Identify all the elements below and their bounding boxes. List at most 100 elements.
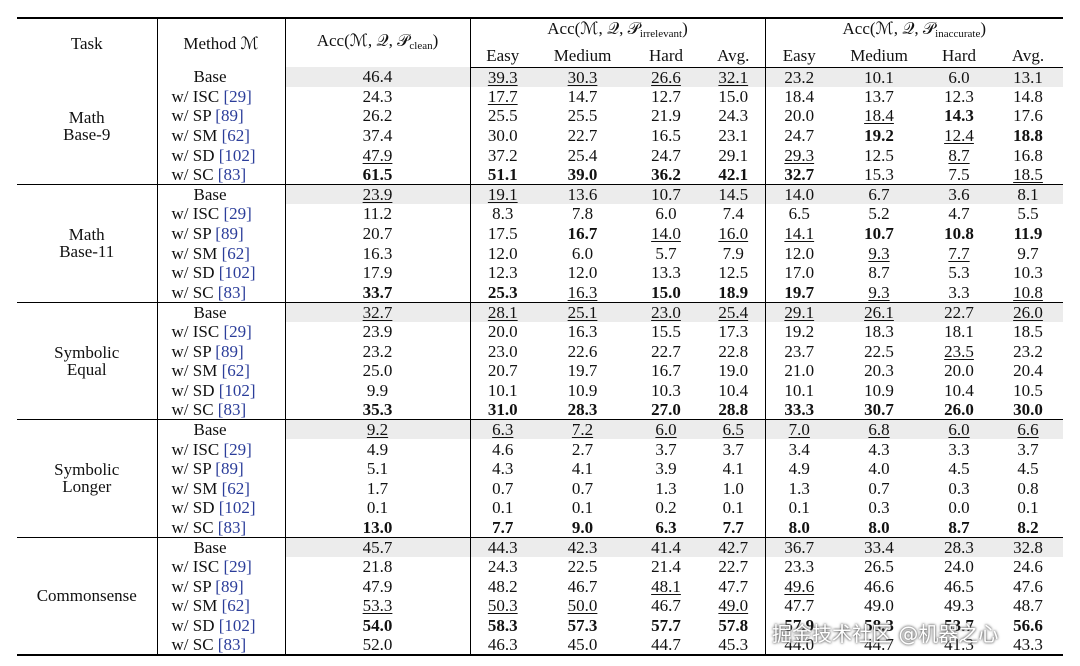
value-cell: 28.8 bbox=[702, 400, 766, 421]
value-cell: 24.7 bbox=[651, 145, 681, 165]
value-cell: 3.6 bbox=[925, 184, 993, 205]
value-cell: 5.1 bbox=[285, 458, 471, 479]
value-cell: 32.1 bbox=[702, 67, 766, 87]
table-header: Task Method ℳ Acc(ℳ, 𝒬, 𝒫clean) Acc(ℳ, 𝒬… bbox=[17, 17, 1064, 68]
value-cell: 12.0 bbox=[784, 243, 815, 263]
table-row: w/ SP [89] 47.9 48.2 46.7 48.1 47.7 49.6 46.6 46… bbox=[17, 576, 1063, 597]
value-cell: 61.5 bbox=[285, 164, 471, 186]
value-cell: 21.8 bbox=[285, 556, 471, 577]
value-cell: 31.0 bbox=[470, 400, 535, 421]
value-cell: 30.0 bbox=[487, 126, 518, 146]
method-name: w/ SC bbox=[171, 517, 214, 537]
value-cell: 13.6 bbox=[535, 184, 630, 205]
value-cell: 17.7 bbox=[487, 86, 518, 106]
header-text: ) bbox=[980, 19, 987, 38]
value-cell: 21.4 bbox=[651, 557, 681, 577]
value-cell: 23.9 bbox=[285, 321, 471, 342]
value-cell: 8.7 bbox=[925, 517, 993, 538]
table-row: w/ SD [102] 47.9 37.2 25.4 24.7 29.1 29.3 12.5 8… bbox=[17, 145, 1063, 165]
value-cell: 42.7 bbox=[702, 537, 766, 557]
method-ref: [102] bbox=[218, 498, 256, 518]
value-cell: 17.3 bbox=[702, 321, 766, 342]
method-name: w/ ISC bbox=[171, 439, 220, 459]
method-name: w/ SP bbox=[171, 224, 212, 244]
value-cell: 25.1 bbox=[535, 302, 630, 322]
subheader-row: Easy Medium Hard Avg. Easy Medium Hard Avg. bbox=[17, 44, 1064, 68]
value-cell: 0.7 bbox=[492, 478, 514, 498]
value-cell: 48.2 bbox=[487, 576, 518, 596]
value-cell: 7.5 bbox=[925, 164, 993, 186]
value-cell: 7.0 bbox=[765, 419, 833, 440]
method-ref: [83] bbox=[217, 517, 247, 537]
table-row: w/ SP [89] 5.1 4.3 4.1 3.9 4.1 4.9 4.0 4.5 4.5 bbox=[17, 458, 1063, 479]
value-cell: 9.0 bbox=[535, 517, 630, 538]
value-cell: 10.7 bbox=[864, 224, 894, 244]
value-cell: 3.7 bbox=[655, 439, 677, 459]
value-cell: 8.0 bbox=[765, 517, 833, 538]
value-cell: 3.3 bbox=[925, 282, 993, 303]
value-cell: 16.7 bbox=[567, 224, 598, 244]
value-cell: 26.1 bbox=[833, 302, 925, 322]
task-label: Math bbox=[68, 107, 105, 127]
value-cell: 25.3 bbox=[470, 282, 535, 303]
value-cell: 17.9 bbox=[285, 262, 471, 283]
value-cell: 16.3 bbox=[285, 243, 471, 263]
value-cell: 6.5 bbox=[788, 204, 810, 224]
value-cell: 24.3 bbox=[487, 557, 518, 577]
value-cell: 4.1 bbox=[702, 458, 766, 479]
value-cell: 26.0 bbox=[925, 400, 993, 421]
value-cell: 16.3 bbox=[535, 282, 630, 303]
value-cell: 0.3 bbox=[868, 498, 890, 518]
value-cell: 23.5 bbox=[944, 341, 974, 361]
value-cell: 24.3 bbox=[702, 106, 766, 126]
method-name: w/ SP bbox=[171, 459, 212, 479]
value-cell: 49.0 bbox=[702, 596, 766, 616]
header-text: Acc(ℳ, 𝒬, 𝒫 bbox=[842, 19, 936, 38]
method-ref: [62] bbox=[221, 478, 250, 498]
method-name: Base bbox=[193, 420, 227, 440]
value-cell: 2.7 bbox=[571, 439, 594, 459]
value-cell: 46.4 bbox=[285, 67, 471, 87]
value-cell: 10.7 bbox=[630, 184, 702, 205]
value-cell: 50.0 bbox=[567, 596, 598, 616]
header-text: Acc(ℳ, 𝒬, 𝒫 bbox=[547, 19, 640, 38]
value-cell: 51.1 bbox=[470, 164, 535, 186]
value-cell: 13.1 bbox=[993, 67, 1064, 87]
value-cell: 10.1 bbox=[487, 380, 518, 400]
method-name: Base bbox=[193, 185, 227, 205]
value-cell: 45.3 bbox=[702, 635, 766, 656]
table-row: w/ SM [62] 37.4 30.0 22.7 16.5 23.1 24.7 19.2 12… bbox=[17, 125, 1063, 146]
subheader: Avg. bbox=[702, 44, 766, 68]
results-table: Task Method ℳ Acc(ℳ, 𝒬, 𝒫clean) Acc(ℳ, 𝒬… bbox=[17, 17, 1064, 656]
value-cell: 3.3 bbox=[948, 439, 970, 459]
table-row: w/ SM [62] 1.7 0.7 0.7 1.3 1.0 1.3 0.7 0.3 0.8 bbox=[17, 478, 1063, 499]
value-cell: 6.0 bbox=[925, 419, 993, 440]
table-row: w/ ISC [29] 4.9 4.6 2.7 3.7 3.7 3.4 4.3 3.3 3.7 bbox=[17, 439, 1063, 459]
header-text: ) bbox=[682, 19, 688, 38]
header-irrelevant: Acc(ℳ, 𝒬, 𝒫irrelevant) bbox=[470, 17, 766, 44]
value-cell: 19.7 bbox=[567, 361, 598, 381]
method-name: Base bbox=[193, 537, 227, 557]
value-cell: 28.3 bbox=[925, 537, 993, 557]
value-cell: 8.7 bbox=[948, 145, 970, 165]
value-cell: 45.0 bbox=[535, 635, 630, 656]
task-cell: Symbolic Longer bbox=[17, 419, 158, 538]
value-cell: 23.2 bbox=[285, 341, 471, 361]
value-cell: 19.0 bbox=[702, 360, 766, 381]
task-label: Commonsense bbox=[36, 586, 137, 606]
method-cell: w/ SD [102] bbox=[157, 380, 286, 401]
value-cell: 28.1 bbox=[470, 302, 535, 322]
value-cell: 12.3 bbox=[487, 263, 518, 283]
task-label: Math bbox=[68, 225, 105, 245]
value-cell: 29.1 bbox=[765, 302, 833, 322]
value-cell: 12.7 bbox=[651, 86, 681, 106]
value-cell: 10.1 bbox=[833, 67, 925, 87]
method-ref: [89] bbox=[215, 341, 244, 361]
method-cell: w/ SP [89] bbox=[157, 223, 286, 244]
task-label: Longer bbox=[62, 477, 112, 497]
method-name: Base bbox=[193, 67, 227, 87]
value-cell: 22.5 bbox=[567, 557, 598, 577]
method-ref: [29] bbox=[223, 557, 252, 577]
value-cell: 20.0 bbox=[784, 106, 815, 126]
